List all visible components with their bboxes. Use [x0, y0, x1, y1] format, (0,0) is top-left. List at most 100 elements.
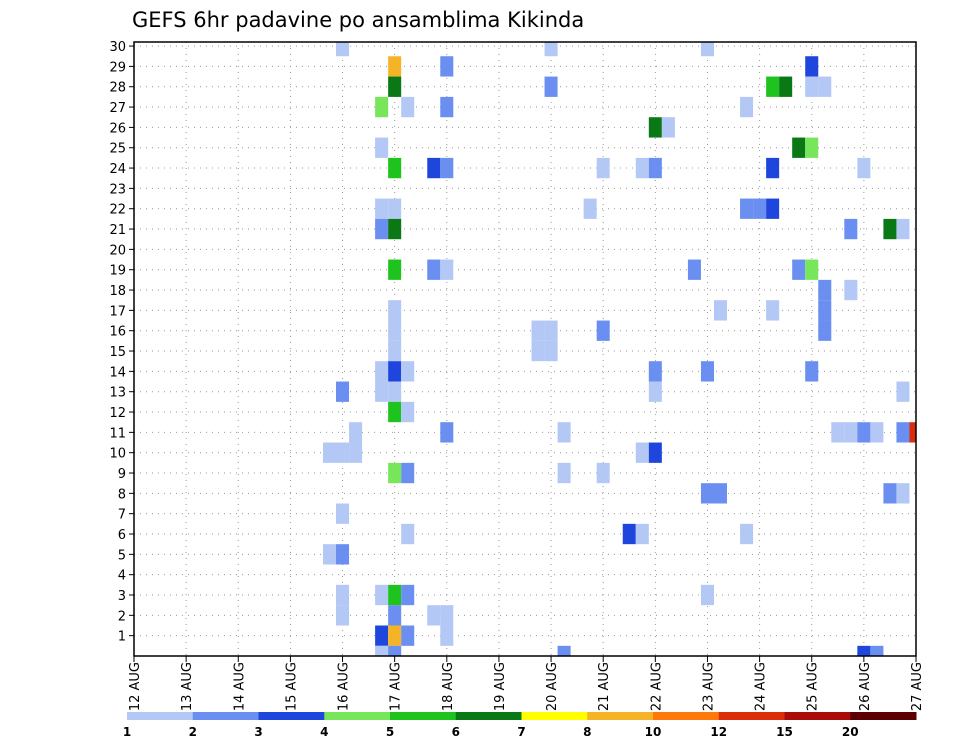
legend-swatch: [653, 712, 720, 720]
data-cell: [779, 76, 793, 97]
x-tick-label: 17 AUG: [389, 662, 404, 711]
y-tick-label: 9: [118, 467, 126, 482]
y-tick-label: 5: [118, 548, 126, 563]
data-cell: [596, 320, 610, 341]
legend-swatch: [455, 712, 522, 720]
grid: [134, 42, 916, 656]
y-tick-label: 24: [109, 162, 126, 177]
data-cell: [388, 218, 402, 240]
chart-title: GEFS 6hr padavine po ansamblima Kikinda: [132, 8, 584, 32]
data-cell: [336, 42, 350, 57]
data-cell: [440, 157, 454, 179]
data-cell: [766, 76, 780, 97]
data-cell: [531, 340, 545, 362]
data-cell: [375, 625, 389, 646]
legend-label: 2: [189, 725, 197, 739]
data-cell: [844, 422, 858, 443]
data-cell: [544, 42, 558, 57]
x-tick-label: 26 AUG: [858, 662, 873, 711]
y-tick-label: 6: [118, 528, 126, 543]
y-axis: 1234567891011121314151617181920212223242…: [109, 40, 134, 645]
data-cell: [440, 422, 454, 443]
data-cell: [401, 401, 415, 423]
legend-label: 6: [452, 725, 460, 739]
data-cell: [388, 625, 402, 646]
data-cell: [388, 381, 402, 402]
y-tick-label: 19: [109, 264, 126, 279]
data-cell: [700, 584, 714, 606]
data-cell: [388, 605, 402, 626]
legend-label: 7: [517, 725, 525, 739]
data-cell: [700, 42, 714, 57]
y-tick-label: 4: [118, 569, 126, 584]
data-cell: [336, 442, 350, 463]
x-tick-label: 22 AUG: [649, 662, 664, 711]
data-cell: [635, 523, 649, 545]
legend-swatch: [784, 712, 851, 720]
data-cell: [740, 523, 754, 545]
y-tick-label: 14: [109, 365, 126, 380]
data-cell: [883, 483, 897, 504]
data-cell: [531, 320, 545, 341]
y-tick-label: 23: [109, 182, 126, 197]
y-tick-label: 2: [118, 609, 126, 624]
y-tick-label: 11: [109, 426, 126, 441]
y-tick-label: 22: [109, 203, 126, 218]
data-cell: [766, 157, 780, 179]
legend: 1 2 3 4 5 6 7 8 10 12 15 20: [123, 712, 917, 739]
data-cell: [544, 340, 558, 362]
x-tick-label: 27 AUG: [910, 662, 925, 711]
data-cell: [440, 96, 454, 118]
data-cell: [648, 361, 662, 382]
data-cell: [388, 198, 402, 219]
y-tick-label: 29: [109, 60, 126, 75]
data-cell: [805, 56, 819, 77]
x-tick-label: 24 AUG: [754, 662, 769, 711]
y-tick-label: 7: [118, 508, 126, 523]
y-tick-label: 8: [118, 487, 126, 502]
data-cell: [896, 483, 910, 504]
data-cell: [375, 198, 389, 219]
legend-swatch: [390, 712, 457, 720]
data-cell: [544, 76, 558, 97]
data-cell: [557, 645, 571, 656]
data-cell: [388, 157, 402, 179]
data-cell: [805, 137, 819, 158]
x-tick-label: 18 AUG: [441, 662, 456, 711]
data-cell: [401, 96, 415, 118]
data-cell: [427, 259, 441, 280]
data-cell: [844, 279, 858, 301]
data-cell: [557, 462, 571, 484]
legend-label: 12: [710, 725, 727, 739]
data-cell: [713, 300, 728, 321]
data-cell: [648, 117, 662, 138]
data-cell: [792, 259, 806, 280]
y-tick-label: 17: [109, 304, 126, 319]
x-tick-label: 25 AUG: [806, 662, 821, 711]
data-cell: [427, 605, 441, 626]
data-cell: [440, 56, 454, 77]
data-cell: [349, 422, 363, 443]
y-tick-label: 30: [109, 40, 126, 55]
data-cell: [388, 56, 402, 77]
data-cell: [870, 645, 884, 656]
data-cell: [713, 483, 728, 504]
data-cell: [375, 218, 389, 240]
data-cell: [388, 462, 402, 484]
data-cell: [388, 76, 402, 97]
data-cell: [388, 401, 402, 423]
data-cell: [388, 584, 402, 606]
x-axis: 12 AUG 13 AUG 14 AUG 15 AUG 16 AUG 17 AUG 18 A…: [128, 656, 925, 711]
data-cell: [805, 76, 819, 97]
y-tick-label: 12: [109, 406, 126, 421]
data-cell: [818, 76, 832, 97]
data-cell: [635, 157, 649, 179]
data-cell: [896, 381, 910, 402]
data-cell: [336, 584, 350, 606]
data-cell: [427, 157, 441, 179]
legend-swatch: [718, 712, 785, 720]
data-cell: [336, 544, 350, 565]
data-cell: [401, 523, 415, 545]
y-tick-label: 15: [109, 345, 126, 360]
data-cell: [870, 422, 884, 443]
